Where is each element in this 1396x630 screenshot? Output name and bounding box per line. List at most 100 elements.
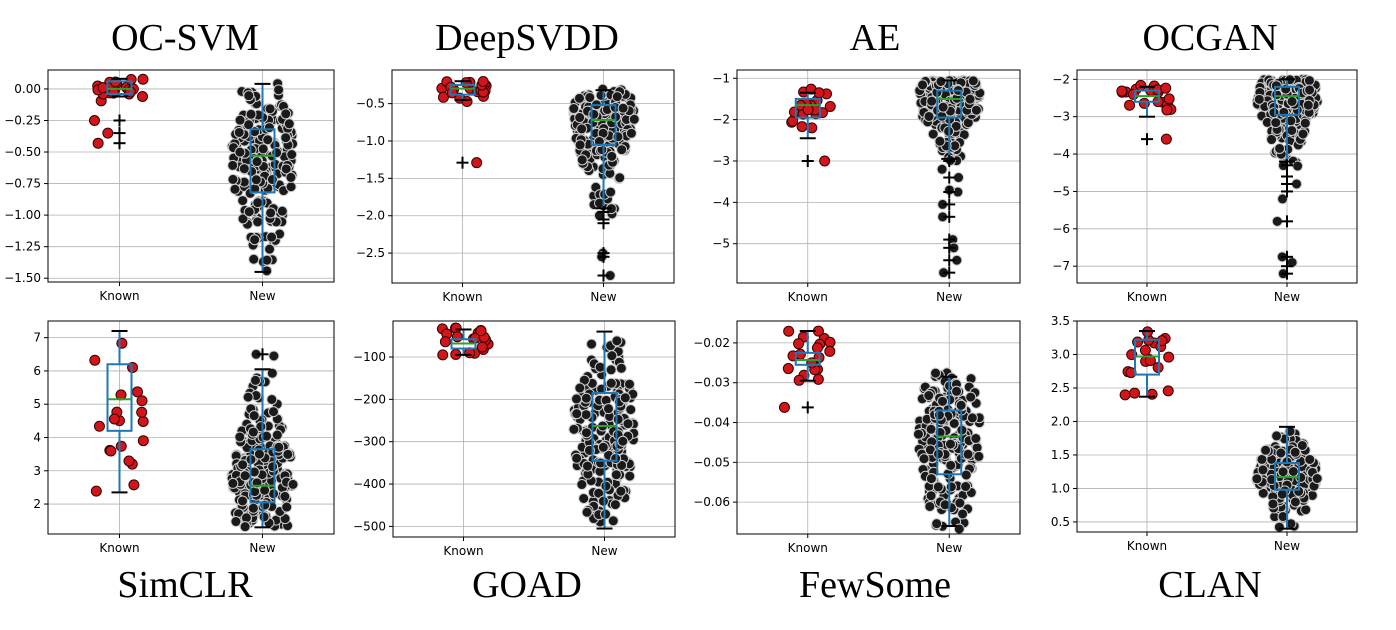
x-tick-label: Known [1127, 539, 1167, 553]
known-point [105, 445, 117, 457]
y-tick-label: −3 [1052, 110, 1070, 124]
y-tick-label: −4 [1052, 147, 1070, 161]
new-point [1300, 504, 1312, 516]
y-tick-label: 2.0 [1051, 414, 1070, 428]
new-point [576, 479, 588, 491]
y-tick-label: −0.04 [693, 416, 730, 430]
iqr-box [249, 448, 276, 504]
new-point [283, 118, 295, 130]
new-point [1304, 453, 1316, 465]
new-point [1251, 473, 1263, 485]
new-point [276, 205, 288, 217]
new-point [229, 183, 241, 195]
new-point [970, 104, 982, 116]
y-tick-label: −100 [353, 350, 386, 364]
new-point [230, 516, 242, 528]
y-tick-label: −3 [712, 154, 730, 168]
x-tick-label: New [936, 541, 962, 555]
y-tick-label: 7 [33, 331, 41, 345]
new-point [927, 128, 939, 140]
new-point [614, 172, 626, 184]
new-point [237, 213, 249, 225]
new-point [937, 395, 949, 407]
new-point [570, 393, 582, 405]
panel-oc-svm: OC-SVM 0.00 −0.25 −0.50 −0.75 −1.00 −1.25 −1.50… [4, 17, 335, 303]
new-point [578, 492, 590, 504]
panel-ocgan: OCGAN −2 −3 −4 −5 −6 −7 Known New [1052, 17, 1358, 304]
new-point [1268, 107, 1280, 119]
x-tick-label: New [1274, 290, 1300, 304]
new-point [610, 469, 622, 481]
new-point [617, 435, 629, 447]
new-point [1271, 215, 1283, 227]
axes-frame [391, 69, 675, 284]
new-point [249, 234, 261, 246]
new-point [285, 181, 297, 193]
y-tick-label: 2 [33, 497, 41, 511]
known-point [1163, 351, 1175, 363]
new-point [584, 91, 596, 103]
new-point [964, 93, 976, 105]
new-point [597, 441, 609, 453]
box-new [591, 330, 618, 530]
panel-title: OC-SVM [111, 17, 259, 59]
iqr-box [106, 363, 133, 432]
y-tick-label: −1 [712, 71, 730, 85]
x-tick-label: New [936, 290, 962, 304]
panel-simclr: SimCLR 2 3 4 5 6 7 Known New [33, 320, 335, 606]
new-point [1277, 466, 1289, 478]
known-point [824, 345, 836, 357]
new-point [239, 521, 251, 533]
known-point [451, 331, 463, 343]
y-tick-label: −2 [1052, 72, 1070, 86]
y-tick-label: −1.50 [4, 271, 41, 285]
y-tick-label: −0.5 [356, 97, 385, 111]
new-point [616, 459, 628, 471]
new-point [926, 95, 938, 107]
known-point [88, 114, 100, 126]
new-point [266, 393, 278, 405]
known-point [1116, 85, 1128, 97]
known-point [802, 104, 814, 116]
new-point [619, 392, 631, 404]
y-tick-label: −1.0 [356, 134, 385, 148]
new-point [625, 404, 637, 416]
new-point [917, 79, 929, 91]
known-point [824, 100, 836, 112]
known-point [1139, 344, 1151, 356]
new-point [237, 495, 249, 507]
known-point [1160, 133, 1172, 145]
new-point [265, 207, 277, 219]
new-point [1273, 521, 1285, 533]
known-point [819, 155, 831, 167]
new-point [268, 350, 280, 362]
known-point [1162, 385, 1174, 397]
known-point [1119, 389, 1131, 401]
new-point [944, 438, 956, 450]
known-point [824, 336, 836, 348]
iqr-box [106, 80, 133, 95]
new-point [286, 149, 298, 161]
y-tick-label: −400 [353, 477, 386, 491]
y-tick-label: −0.75 [4, 177, 41, 191]
axes-frame [736, 69, 1021, 284]
known-point [477, 75, 489, 87]
known-point [1124, 99, 1136, 111]
new-point [245, 108, 257, 120]
panel-title: AE [850, 17, 901, 59]
iqr-box [794, 351, 821, 366]
new-point [606, 150, 618, 162]
new-point [948, 417, 960, 429]
new-point [580, 427, 592, 439]
new-point [1286, 124, 1298, 136]
iqr-box [590, 104, 617, 146]
y-tick-label: 3.5 [1051, 314, 1070, 328]
y-tick-label: −200 [353, 392, 386, 406]
x-tick-label: Known [788, 541, 828, 555]
new-point [266, 174, 278, 186]
y-tick-label: 1.5 [1051, 448, 1070, 462]
known-point [1161, 104, 1173, 116]
y-tick-label: −5 [1052, 184, 1070, 198]
panel-deepsvdd: DeepSVDD −0.5 −1.0 −1.5 −2.0 −2.5 Known New [356, 17, 675, 304]
x-tick-label: New [591, 544, 617, 558]
